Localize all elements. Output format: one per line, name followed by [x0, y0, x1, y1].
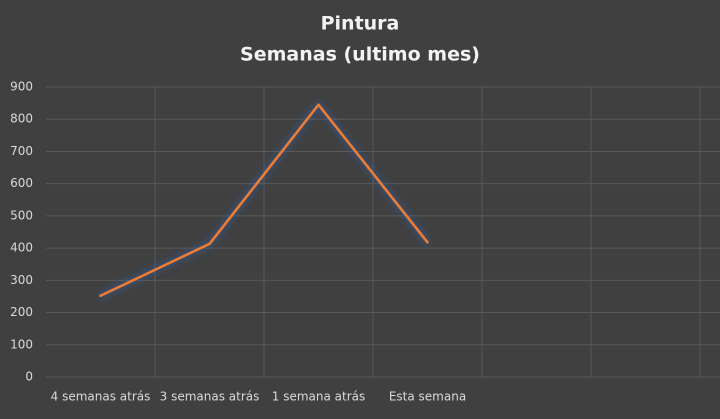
y-tick-label: 600 [10, 176, 33, 190]
y-tick-label: 800 [10, 112, 33, 126]
y-tick-label: 500 [10, 208, 33, 222]
y-tick-label: 0 [25, 370, 33, 384]
series-line [99, 103, 429, 298]
x-tick-label: 1 semana atrás [272, 390, 366, 404]
x-tick-label: Esta semana [389, 390, 466, 404]
chart-subtitle: Semanas (ultimo mes) [240, 44, 480, 66]
x-tick-label: 3 semanas atrás [160, 390, 260, 404]
chart-title: Pintura [321, 13, 400, 35]
y-tick-label: 100 [10, 337, 33, 351]
y-tick-label: 200 [10, 305, 33, 319]
y-tick-label: 400 [10, 241, 33, 255]
y-tick-label: 300 [10, 273, 33, 287]
y-tick-label: 700 [10, 144, 33, 158]
x-tick-label: 4 semanas atrás [51, 390, 151, 404]
y-tick-label: 900 [10, 80, 33, 94]
